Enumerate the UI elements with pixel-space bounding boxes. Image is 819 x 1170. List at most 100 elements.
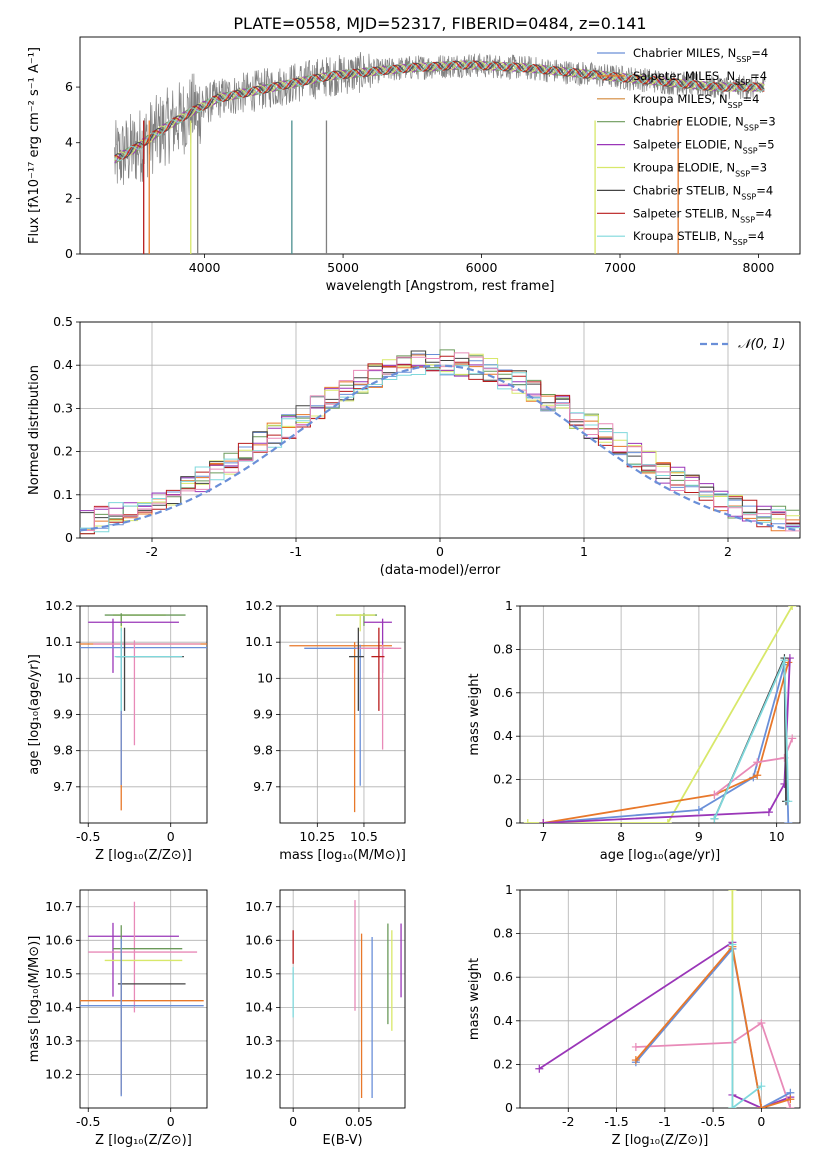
- mass_vs_ebv-xtick-label: 0: [289, 1114, 297, 1129]
- mass-weight-marker: [788, 606, 797, 610]
- spectrum-xlabel: wavelength [Angstrom, rest frame]: [326, 279, 555, 294]
- mass-weight-marker: [728, 940, 737, 949]
- age_vs_Z-ytick-label: 10.2: [45, 598, 73, 613]
- mass-weight-marker: [710, 814, 719, 823]
- spectrum-ytick-label: 4: [65, 135, 73, 150]
- massweight_vs_age-ytick-label: 1: [505, 598, 513, 613]
- mass-weight-marker: [753, 771, 762, 780]
- mass_vs_ebv-plot-area: [292, 900, 402, 1098]
- normal-legend-label: 𝒩(0, 1): [738, 337, 785, 352]
- age_vs_Z-xtick-label: -0.5: [76, 829, 100, 844]
- mass-weight-line: [635, 944, 791, 1108]
- massweight_vs_age-panel: 7 8 9 10 0 0.2 0.4 0.6 0.8 1 age [log₁₀(age/yr)] ma…: [467, 598, 801, 863]
- legend-label: Salpeter STELIB, NSSP=4: [633, 206, 772, 224]
- mass-weight-marker: [757, 1018, 766, 1027]
- mass-weight-marker: [780, 656, 789, 665]
- massweight_vs_age-plot-area: [523, 606, 797, 823]
- spectrum-legend: Chabrier MILES, NSSP=4 Salpeter MILES, NS…: [597, 46, 776, 247]
- massweight_vs_age-frame: [519, 605, 801, 824]
- age_vs_mass-panel: 10.25 10.5 9.7 9.8 9.9 10 10.1 10.2 mass [log₁₀(…: [245, 598, 406, 863]
- mass_vs_ebv-frame: [279, 889, 406, 1109]
- normal-curve: [80, 364, 798, 532]
- mass_vs_ebv-ytick-label: 10.4: [245, 999, 273, 1014]
- residuals-xtick-label: -2: [146, 544, 158, 559]
- spectrum-xtick-label: 5000: [327, 260, 359, 275]
- spectrum-model-line: [114, 60, 765, 164]
- massweight_vs_Z-panel: -2 -1.5 -1 -0.5 0 0 0.2 0.4 0.6 0.8 1 Z [log₁₀(Z/Z⊙…: [467, 882, 801, 1148]
- mass_vs_ebv-xlabel: E(B-V): [322, 1133, 362, 1148]
- legend-label: Chabrier STELIB, NSSP=4: [633, 183, 773, 201]
- massweight_vs_Z-xlabel: Z [log₁₀(Z/Z⊙)]: [612, 1133, 709, 1148]
- spectrum-model-line: [114, 60, 765, 164]
- spectrum-ytick-label: 0: [65, 246, 73, 261]
- mass-weight-marker: [523, 819, 532, 823]
- massweight_vs_age-ytick-label: 0.6: [493, 685, 513, 700]
- age_vs_Z-ytick-label: 10: [57, 670, 73, 685]
- mass-weight-marker: [784, 658, 793, 667]
- mass_vs_Z-ytick-label: 10.4: [45, 999, 73, 1014]
- spectrum-xtick-label: 6000: [466, 260, 498, 275]
- residuals-xtick-label: 1: [580, 544, 588, 559]
- massweight_vs_age-ytick-label: 0.4: [493, 728, 513, 743]
- mass-weight-line: [731, 944, 762, 1108]
- mass_vs_ebv-ytick-label: 10.5: [245, 966, 273, 981]
- residuals-panel: -2 -1 0 1 2 0 0.1 0.2 0.3 0.4 0.5 (data-model)/erro…: [27, 314, 801, 578]
- residuals-plot-area: [80, 349, 800, 535]
- mass_vs_Z-frame: [79, 889, 208, 1109]
- spectrum-ytick-label: 6: [65, 79, 73, 94]
- mass_vs_Z-plot-area: [80, 901, 204, 1097]
- legend-label: Kroupa ELODIE, NSSP=3: [633, 161, 767, 179]
- legend-label: Kroupa STELIB, NSSP=4: [633, 229, 764, 247]
- age_vs_Z-ytick-label: 9.8: [53, 743, 73, 758]
- massweight_vs_Z-xtick-label: -1.5: [604, 1114, 628, 1129]
- legend-label: Chabrier ELODIE, NSSP=3: [633, 115, 776, 133]
- figure-title: PLATE=0558, MJD=52317, FIBERID=0484, z=0…: [233, 14, 646, 33]
- age_vs_Z-ytick-label: 10.1: [45, 634, 73, 649]
- spectrum-xtick-label: 7000: [604, 260, 636, 275]
- spectrum-model-line: [114, 60, 765, 162]
- age_vs_Z-panel: -0.5 0 9.7 9.8 9.9 10 10.1 10.2 Z [log₁₀(Z/Z⊙)] a…: [27, 598, 208, 863]
- age_vs_mass-ytick-label: 9.7: [253, 779, 273, 794]
- mass-weight-marker: [539, 819, 548, 823]
- mass_vs_ebv-ytick-label: 10.6: [245, 932, 273, 947]
- mass-weight-marker: [728, 1104, 737, 1108]
- mass-weight-line: [713, 738, 794, 796]
- mass-weight-marker: [786, 1095, 795, 1104]
- residuals-ylabel: Normed distribution: [27, 365, 42, 495]
- massweight_vs_age-xtick-label: 8: [617, 829, 625, 844]
- massweight_vs_age-xtick-label: 7: [539, 829, 547, 844]
- mass-weight-marker: [788, 734, 797, 743]
- massweight_vs_age-ylabel: mass weight: [467, 673, 482, 755]
- massweight_vs_Z-xtick-label: -2: [562, 1114, 574, 1129]
- mass-weight-marker: [753, 758, 762, 767]
- mass-weight-line: [527, 606, 793, 823]
- mass-weight-marker: [728, 890, 737, 894]
- mass-weight-marker: [784, 819, 793, 823]
- massweight_vs_Z-ylabel: mass weight: [467, 958, 482, 1040]
- age_vs_Z-plot-area: [80, 613, 207, 811]
- massweight_vs_age-ytick-label: 0: [505, 815, 513, 830]
- massweight_vs_Z-plot-area: [535, 890, 795, 1108]
- mass_vs_Z-xtick-label: -0.5: [76, 1114, 100, 1129]
- residuals-xtick-label: 0: [436, 544, 444, 559]
- legend-label: Salpeter MILES, NSSP=4: [633, 69, 767, 87]
- spectrum-plot-area: [114, 51, 766, 254]
- massweight_vs_Z-xtick-label: 0: [757, 1114, 765, 1129]
- massweight_vs_Z-ytick-label: 0.2: [493, 1056, 513, 1071]
- massweight_vs_Z-xtick-label: -1: [659, 1114, 671, 1129]
- residuals-ytick-label: 0.4: [53, 357, 73, 372]
- mass-weight-marker: [784, 797, 793, 806]
- spectrum-ylabel: Flux [fλ10⁻¹⁷ erg cm⁻² s⁻¹ A⁻¹]: [27, 47, 42, 244]
- age_vs_mass-plot-area: [289, 613, 402, 813]
- spectrum-model-line: [114, 60, 765, 160]
- legend-label: Salpeter ELODIE, NSSP=5: [633, 138, 775, 156]
- mass_vs_Z-xlabel: Z [log₁₀(Z/Z⊙)]: [95, 1133, 192, 1148]
- massweight_vs_Z-frame: [519, 889, 801, 1109]
- age_vs_mass-ytick-label: 10.2: [245, 598, 273, 613]
- massweight_vs_age-xtick-label: 9: [695, 829, 703, 844]
- massweight_vs_age-xlabel: age [log₁₀(age/yr)]: [600, 848, 721, 863]
- mass-weight-line: [713, 659, 790, 820]
- massweight_vs_age-xtick-label: 10: [769, 829, 785, 844]
- massweight_vs_Z-xtick-label: -0.5: [701, 1114, 725, 1129]
- mass_vs_Z-ytick-label: 10.2: [45, 1066, 73, 1081]
